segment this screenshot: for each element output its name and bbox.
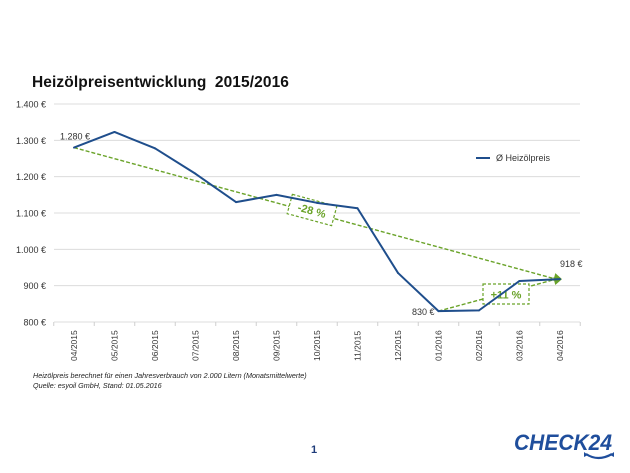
data-point (154, 147, 156, 150)
page-number: 1 (311, 444, 318, 456)
chart-title: Heizölpreisentwicklung 2015/2016 (32, 74, 290, 91)
data-point (73, 146, 75, 149)
x-tick-label: 06/2015 (150, 330, 160, 361)
trend-label-box: -28 % (286, 193, 338, 227)
y-tick-label: 900 € (23, 281, 46, 291)
data-labels: 1.280 € 830 € 918 € (60, 132, 583, 318)
data-point (316, 201, 318, 204)
x-tick-label: 01/2016 (434, 330, 444, 361)
data-label: 830 € (412, 307, 435, 317)
x-tick-label: 12/2015 (393, 330, 403, 361)
svg-text:CHECK24: CHECK24 (514, 430, 612, 455)
x-axis-ticks: 04/2015 05/2015 06/2015 07/2015 08/2015 09/20… (53, 322, 581, 361)
footnote-source: Quelle: esyoil GmbH, Stand: 01.05.2016 (33, 381, 162, 390)
y-tick-label: 1.100 € (16, 209, 46, 219)
x-tick-label: 09/2015 (272, 330, 282, 361)
data-point (437, 310, 440, 313)
data-point (397, 271, 399, 274)
y-axis-ticks: 800 € 900 € 1.000 € 1.100 € 1.200 € 1.300 € 1.… (16, 100, 46, 328)
trend-label-frame (286, 193, 338, 227)
x-tick-label: 03/2016 (515, 330, 525, 361)
footnote-consumption: Heizölpreis berechnet für einen Jahresve… (33, 371, 307, 380)
x-tick-label: 05/2015 (110, 330, 120, 361)
x-tick-label: 08/2015 (231, 330, 241, 361)
legend-label: Ø Heizölpreis (496, 153, 551, 163)
data-point (518, 279, 521, 282)
legend: Ø Heizölpreis (476, 153, 551, 163)
trend-label-box: +11 % (482, 283, 530, 305)
y-tick-label: 1.200 € (16, 172, 46, 182)
data-point (275, 193, 278, 196)
line-chart: 800 € 900 € 1.000 € 1.100 € 1.200 € 1.300 € 1.… (16, 100, 583, 362)
x-tick-label: 11/2015 (353, 331, 363, 361)
x-tick-label: 10/2015 (312, 330, 322, 361)
x-tick-label: 04/2015 (69, 330, 79, 361)
x-tick-label: 02/2016 (474, 330, 484, 361)
y-tick-label: 1.400 € (16, 100, 46, 110)
x-tick-label: 04/2016 (555, 330, 565, 361)
check24-logo: CHECK24 (512, 428, 620, 469)
series-lines (73, 130, 561, 313)
data-point (113, 130, 116, 133)
data-point (559, 278, 561, 281)
y-tick-label: 800 € (23, 318, 46, 328)
y-tick-label: 1.000 € (16, 245, 46, 255)
trend-label: +11 % (491, 290, 522, 302)
y-tick-label: 1.300 € (16, 136, 46, 146)
data-point (194, 172, 197, 175)
data-point (478, 309, 480, 312)
data-label: 1.280 € (60, 132, 90, 142)
data-label: 918 € (560, 259, 583, 269)
trend-annotations: -28 % +11 % (73, 146, 562, 312)
data-point (356, 207, 359, 210)
x-tick-label: 07/2015 (191, 330, 201, 361)
data-point (235, 201, 237, 204)
